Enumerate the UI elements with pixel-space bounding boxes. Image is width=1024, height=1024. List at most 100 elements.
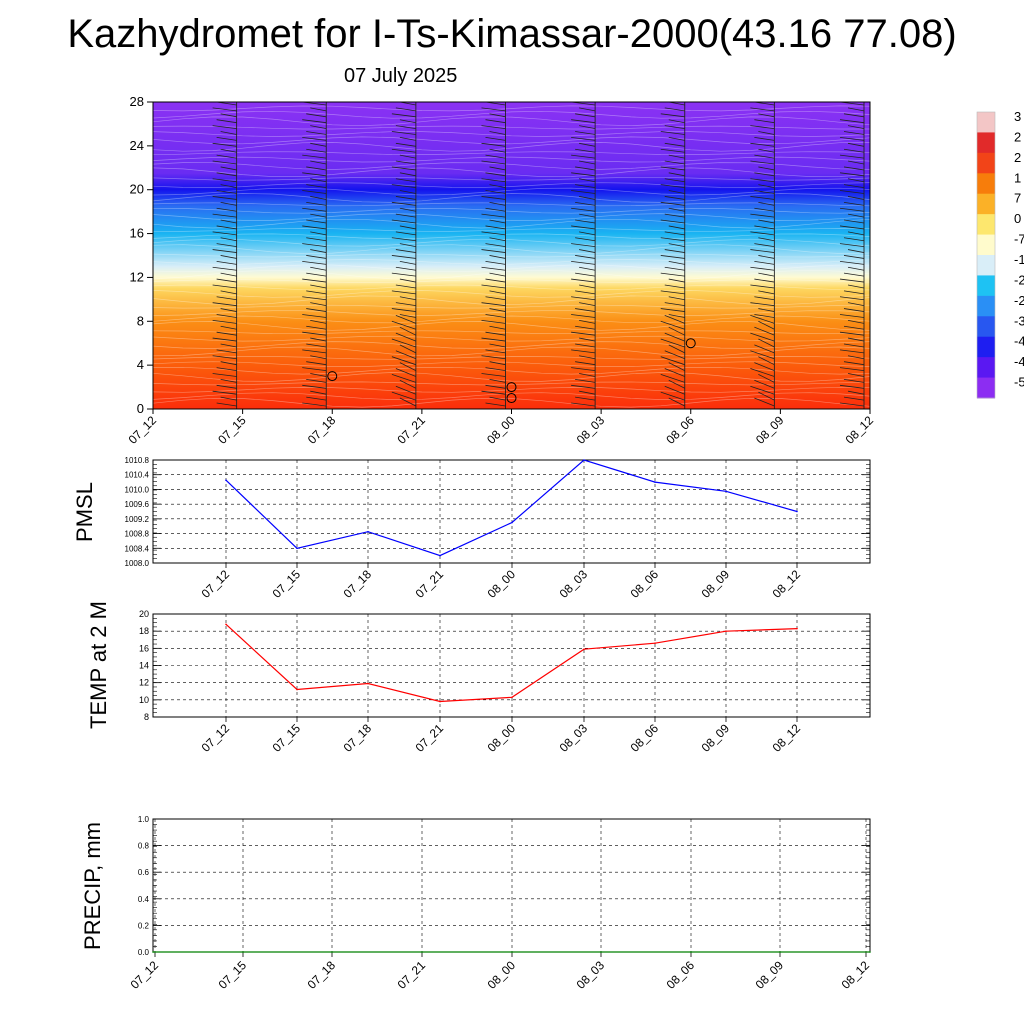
wind-barb	[750, 314, 775, 324]
wind-barb	[575, 378, 596, 383]
wind-barb	[127, 285, 147, 288]
wind-barb	[481, 337, 506, 342]
wind-barb	[127, 391, 147, 394]
data-point	[654, 642, 656, 644]
wind-barb	[395, 284, 416, 289]
wind-barb	[750, 160, 775, 165]
contour-line	[153, 321, 870, 331]
pmsl-frame	[152, 459, 871, 564]
colorbar-label: -5	[1014, 375, 1024, 390]
colorbar-segment	[977, 255, 995, 276]
wind-barb	[216, 154, 237, 159]
wind-barb	[216, 119, 237, 124]
wind-barb	[395, 196, 416, 200]
wind-barb	[481, 213, 506, 218]
wind-barb	[750, 350, 775, 360]
wind-barb	[839, 207, 865, 212]
wind-barb	[839, 190, 865, 194]
wind-barb	[302, 172, 327, 177]
calm-marker	[327, 371, 338, 382]
y-tick-label: 1010.8	[125, 456, 150, 465]
wind-barb	[579, 231, 596, 236]
y-tick-label: 8	[137, 313, 144, 328]
wind-barb	[302, 190, 327, 194]
contour-line	[153, 264, 870, 273]
y-tick-label: 0.6	[138, 868, 150, 877]
y-tick-label: 16	[139, 643, 149, 653]
wind-barb	[668, 137, 685, 141]
wind-barb	[579, 337, 596, 342]
wind-barb	[489, 361, 506, 366]
x-tick-label: 07_12	[199, 567, 233, 601]
x-tick-label: 07_15	[270, 721, 304, 755]
data-point	[654, 481, 656, 483]
contour-line	[153, 202, 870, 207]
wind-barb	[212, 319, 237, 324]
wind-barb	[843, 308, 865, 312]
wind-barb	[571, 349, 596, 354]
wind-barb	[391, 272, 416, 277]
wind-barb	[395, 107, 416, 112]
contour-line	[153, 397, 870, 408]
wind-barb	[668, 314, 685, 318]
wind-barb	[489, 219, 506, 224]
wind-barb	[839, 260, 865, 265]
wind-barb	[847, 231, 865, 236]
wind-barb	[212, 302, 237, 307]
y-tick-label: 1.0	[138, 815, 150, 824]
contour-line	[153, 341, 870, 349]
y-tick-label: 0.4	[138, 895, 150, 904]
contour-line	[153, 151, 870, 156]
wind-barb	[754, 326, 775, 336]
contour-line	[153, 207, 870, 214]
wind-barb	[579, 213, 596, 218]
x-tick-label: 08_12	[770, 567, 804, 601]
wind-barb	[847, 107, 865, 112]
wind-barb	[668, 296, 685, 301]
wind-barb	[220, 361, 237, 366]
wind-barb	[839, 172, 865, 177]
wind-barb	[750, 332, 775, 342]
wind-barb	[399, 326, 417, 336]
wind-barb	[306, 237, 327, 242]
x-tick-label: 07_12	[199, 721, 233, 755]
wind-barb	[399, 225, 416, 230]
wind-barb	[489, 184, 506, 189]
y-tick-label: 0.2	[138, 921, 150, 930]
upper-air-panel: 0 4 8 12 16 20 24 28 07_12 07_15 07_18 07_21 08_00 08…	[126, 94, 877, 447]
calm-marker	[506, 382, 517, 393]
wind-barb	[131, 350, 147, 353]
contour-line	[153, 295, 870, 306]
wind-barb	[579, 107, 596, 112]
wind-barb	[668, 344, 685, 354]
wind-barb	[302, 402, 327, 407]
contour-line	[153, 228, 870, 232]
wind-barb	[754, 119, 775, 124]
wind-barb	[310, 284, 327, 289]
wind-barb	[571, 225, 596, 230]
wind-barb	[306, 308, 327, 312]
wind-barb	[127, 303, 147, 306]
wind-barb	[489, 290, 506, 295]
wind-barb	[843, 378, 865, 383]
wind-barb	[216, 172, 237, 177]
colorbar-label: -2	[1014, 293, 1024, 308]
wind-barb	[485, 384, 506, 389]
data-point	[152, 951, 154, 953]
y-tick-label: 1008.8	[125, 530, 150, 539]
data-point	[439, 554, 441, 557]
wind-barb	[664, 350, 685, 360]
wind-barb	[660, 338, 685, 348]
contour-line	[153, 213, 870, 221]
wind-barb	[839, 278, 865, 283]
wind-barb	[668, 326, 685, 336]
x-tick-label: 08_09	[699, 567, 733, 601]
wind-barb	[216, 260, 237, 265]
wind-barb	[212, 125, 237, 130]
wind-barb	[668, 119, 685, 124]
wind-barb	[212, 355, 237, 360]
wind-barb	[220, 308, 237, 312]
contour-line	[153, 233, 870, 240]
wind-barb	[839, 225, 865, 230]
data-point	[511, 521, 513, 524]
